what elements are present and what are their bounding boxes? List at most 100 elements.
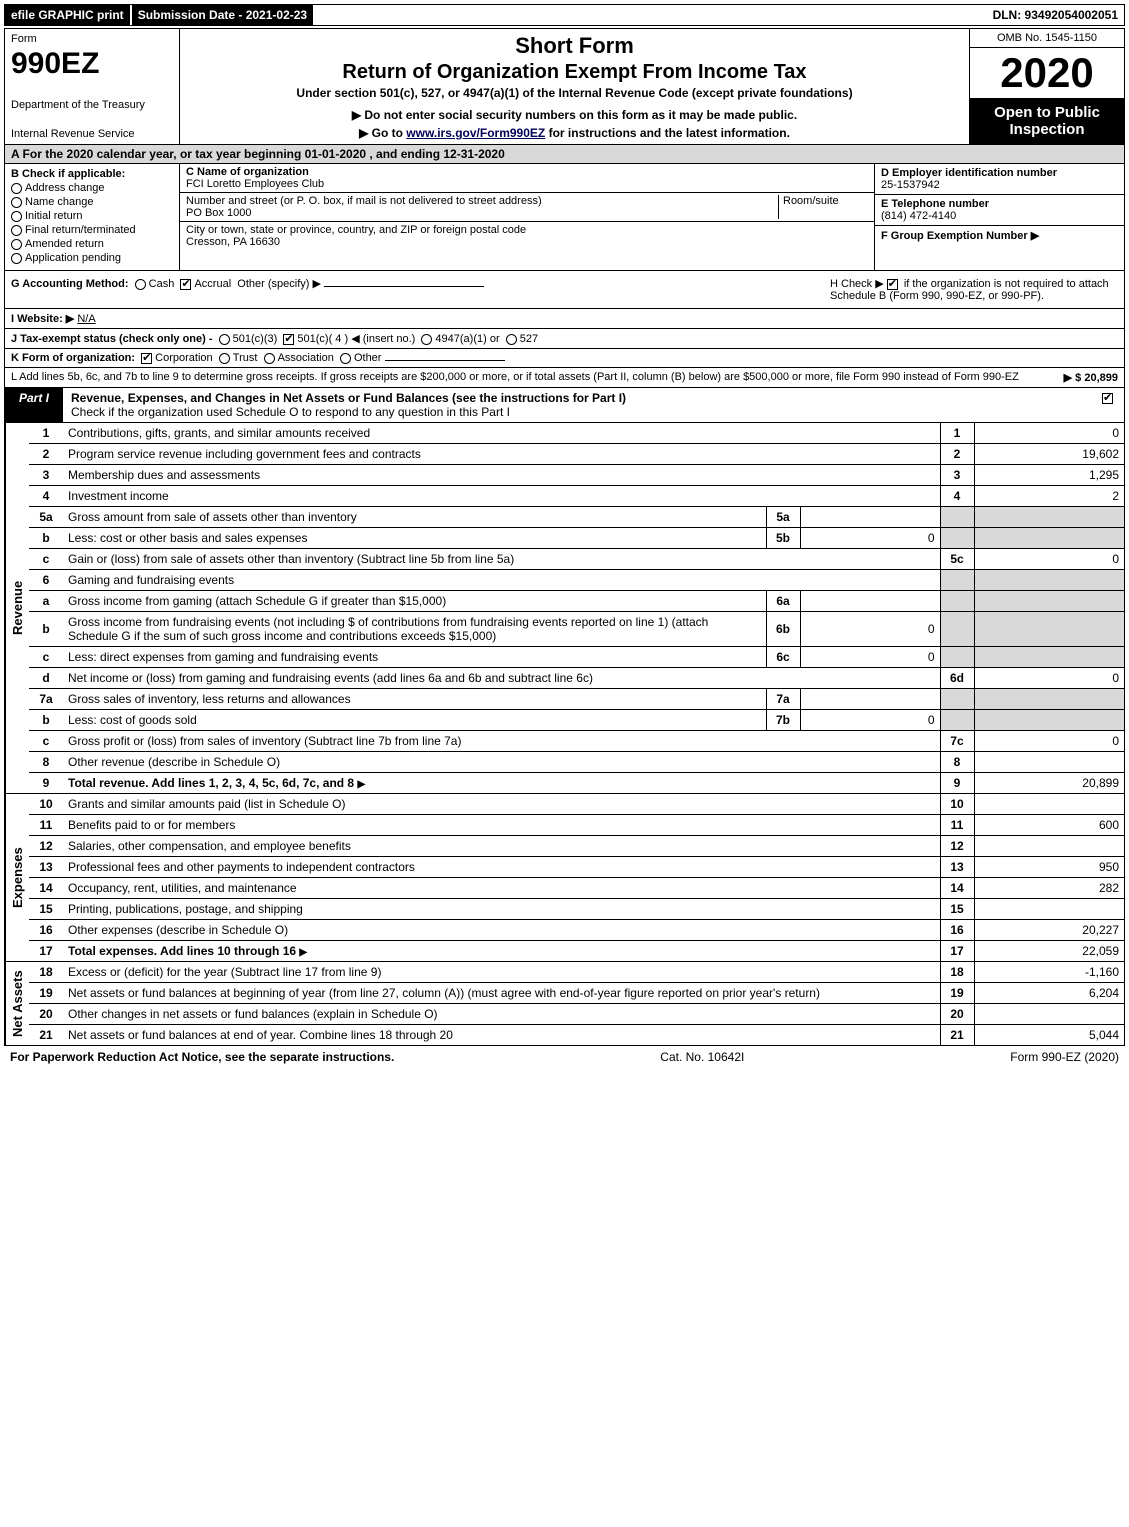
return-subtitle: Under section 501(c), 527, or 4947(a)(1)… [186,86,963,100]
line-7b: bLess: cost of goods sold7b0 [29,710,1124,731]
cat-number: Cat. No. 10642I [660,1050,744,1064]
accounting-method: G Accounting Method: Cash Accrual Other … [5,271,824,308]
tel-label: E Telephone number [881,198,1118,210]
masthead-left: Form 990EZ Department of the Treasury In… [5,29,180,144]
website-value: N/A [77,313,95,325]
line-6c: cLess: direct expenses from gaming and f… [29,647,1124,668]
group-exemption-label: F Group Exemption Number ▶ [881,229,1118,242]
line-21: 21Net assets or fund balances at end of … [29,1025,1124,1046]
line-6b: bGross income from fundraising events (n… [29,612,1124,647]
efile-text: efile GRAPHIC print [11,8,124,22]
row-l-gross-receipts: L Add lines 5b, 6c, and 7b to line 9 to … [4,368,1125,388]
chk-association[interactable] [264,353,275,364]
org-addr-row: Number and street (or P. O. box, if mail… [180,193,874,222]
k-label: K Form of organization: [11,352,135,364]
col-b-head: B Check if applicable: [11,168,173,180]
dln: DLN: 93492054002051 [987,5,1124,25]
form-footer-id: Form 990-EZ (2020) [1010,1050,1119,1064]
omb-number: OMB No. 1545-1150 [970,29,1124,48]
part1-checkbox[interactable] [1094,388,1124,422]
chk-corporation[interactable] [141,353,152,364]
chk-schedule-b[interactable] [887,279,898,290]
line-7a: 7aGross sales of inventory, less returns… [29,689,1124,710]
chk-trust[interactable] [219,353,230,364]
org-name-value: FCI Loretto Employees Club [186,178,868,190]
col-b-checkboxes: B Check if applicable: Address change Na… [5,164,180,270]
line-2: 2Program service revenue including gover… [29,444,1124,465]
open-to-public: Open to Public Inspection [970,98,1124,144]
arrow-icon: ▶ [357,779,365,790]
row-g-h: G Accounting Method: Cash Accrual Other … [4,271,1125,309]
col-c-org: C Name of organization FCI Loretto Emplo… [180,164,874,270]
chk-application-pending[interactable]: Application pending [11,252,173,264]
org-name-label: C Name of organization [186,166,868,178]
h-pre: H Check ▶ [830,278,884,290]
line-5a: 5aGross amount from sale of assets other… [29,507,1124,528]
room-suite-label: Room/suite [778,195,868,219]
chk-final-return[interactable]: Final return/terminated [11,224,173,236]
other-org-line[interactable] [385,360,505,361]
line-5b: bLess: cost or other basis and sales exp… [29,528,1124,549]
line-20: 20Other changes in net assets or fund ba… [29,1004,1124,1025]
instructions-link[interactable]: www.irs.gov/Form990EZ [406,126,545,140]
form-number: 990EZ [11,47,173,81]
chk-address-change[interactable]: Address change [11,182,173,194]
org-name-row: C Name of organization FCI Loretto Emplo… [180,164,874,193]
i-label: I Website: ▶ [11,313,74,325]
l-amount: ▶ $ 20,899 [1064,371,1118,384]
efile-topbar: efile GRAPHIC print Submission Date - 20… [4,4,1125,26]
radio-4947a1[interactable] [421,334,432,345]
chk-name-change[interactable]: Name change [11,196,173,208]
line-9: 9Total revenue. Add lines 1, 2, 3, 4, 5c… [29,773,1124,794]
line-18: 18Excess or (deficit) for the year (Subt… [29,962,1124,983]
expenses-section: Expenses 10Grants and similar amounts pa… [4,794,1125,962]
radio-accrual[interactable] [180,279,191,290]
radio-cash[interactable] [135,279,146,290]
chk-initial-return[interactable]: Initial return [11,210,173,222]
line-6d: dNet income or (loss) from gaming and fu… [29,668,1124,689]
part1-header: Part I Revenue, Expenses, and Changes in… [4,388,1125,423]
net-assets-table: 18Excess or (deficit) for the year (Subt… [29,962,1124,1045]
line-14: 14Occupancy, rent, utilities, and mainte… [29,878,1124,899]
org-addr-label: Number and street (or P. O. box, if mail… [186,195,778,207]
line-17: 17Total expenses. Add lines 10 through 1… [29,941,1124,962]
submission-date: Submission Date - 2021-02-23 [130,5,313,25]
radio-527[interactable] [506,334,517,345]
chk-other-org[interactable] [340,353,351,364]
chk-amended-return[interactable]: Amended return [11,238,173,250]
org-addr-value: PO Box 1000 [186,207,778,219]
group-exemption-row: F Group Exemption Number ▶ [875,226,1124,270]
row-j-tax-exempt: J Tax-exempt status (check only one) - 5… [4,329,1125,349]
radio-501c3[interactable] [219,334,230,345]
efile-tag: efile GRAPHIC print [5,5,130,25]
instructions-link-line: ▶ Go to www.irs.gov/Form990EZ for instru… [186,126,963,140]
part1-title: Revenue, Expenses, and Changes in Net As… [63,388,1094,422]
h-schedule-b: H Check ▶ if the organization is not req… [824,271,1124,308]
line-13: 13Professional fees and other payments t… [29,857,1124,878]
org-city-label: City or town, state or province, country… [186,224,868,236]
header-grid: B Check if applicable: Address change Na… [4,164,1125,271]
page-footer: For Paperwork Reduction Act Notice, see … [4,1046,1125,1068]
l-text: L Add lines 5b, 6c, and 7b to line 9 to … [11,371,1019,384]
masthead-center: Short Form Return of Organization Exempt… [180,29,969,144]
row-i-website: I Website: ▶ N/A [4,309,1125,329]
part1-tab: Part I [5,388,63,422]
ein-row: D Employer identification number 25-1537… [875,164,1124,195]
line-3: 3Membership dues and assessments31,295 [29,465,1124,486]
other-specify-line[interactable] [324,286,484,287]
line-12: 12Salaries, other compensation, and empl… [29,836,1124,857]
goto-post: for instructions and the latest informat… [549,126,790,140]
ssn-note: ▶ Do not enter social security numbers o… [186,108,963,122]
form-word: Form [11,33,173,45]
ein-label: D Employer identification number [881,167,1118,179]
line-1: 1Contributions, gifts, grants, and simil… [29,423,1124,444]
masthead: Form 990EZ Department of the Treasury In… [4,28,1125,145]
expenses-table: 10Grants and similar amounts paid (list … [29,794,1124,961]
side-label-revenue: Revenue [5,423,29,793]
line-15: 15Printing, publications, postage, and s… [29,899,1124,920]
dept-treasury: Department of the Treasury [11,99,173,111]
row-k-form-of-org: K Form of organization: Corporation Trus… [4,349,1125,368]
org-city-row: City or town, state or province, country… [180,222,874,250]
radio-501c[interactable] [283,334,294,345]
goto-pre: ▶ Go to [359,126,406,140]
